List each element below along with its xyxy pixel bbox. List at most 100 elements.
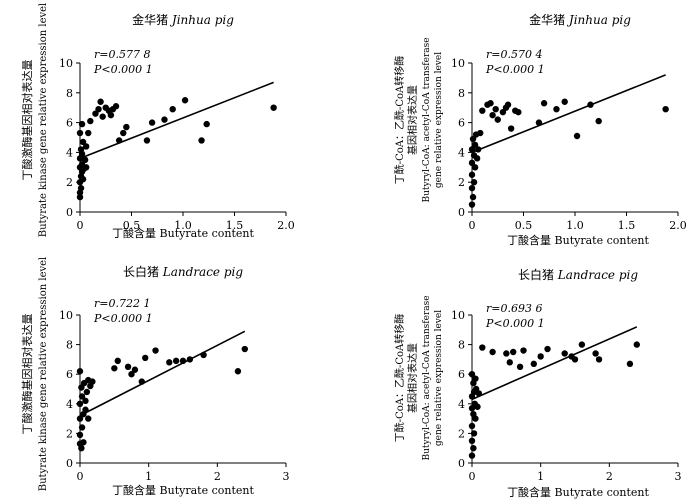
- x-tick-label: 0: [469, 219, 476, 232]
- data-point: [469, 193, 477, 201]
- y-tick-label: 8: [458, 87, 465, 100]
- data-point: [626, 360, 634, 368]
- data-point: [143, 137, 151, 144]
- data-point: [507, 125, 515, 132]
- x-tick-label: 0: [77, 470, 84, 483]
- y-axis-label-jinhua-bk-line2: Butyrate kinase gene relative expression…: [38, 3, 49, 238]
- r-value-landrace-bc: r=0.693 6: [486, 302, 542, 315]
- data-point: [530, 360, 537, 368]
- y-tick-label: 8: [66, 87, 73, 100]
- y-axis-label-landrace-bc-line4: gene relative expression level: [434, 310, 444, 446]
- y-tick-label: 10: [451, 57, 465, 70]
- regression-line: [79, 81, 274, 160]
- x-tick-label: 3: [675, 470, 682, 483]
- data-point: [152, 347, 159, 354]
- data-point: [76, 415, 84, 422]
- y-axis-label-jinhua-bc-line2: 基因相对表达量: [406, 85, 419, 155]
- data-point: [97, 98, 104, 105]
- panel-landrace-butyryl-coa: 长白猪 Landrace pig r=0.693 6 P<0.000 1 丁酸含…: [393, 267, 682, 499]
- x-tick-label: 0.5: [515, 219, 533, 232]
- y-tick-label: 10: [59, 309, 73, 322]
- x-tick-label: 2.0: [669, 219, 687, 232]
- y-tick-label: 2: [66, 176, 73, 189]
- x-axis-label-jinhua-bk: 丁酸含量 Butyrate content: [112, 226, 254, 240]
- data-point: [499, 108, 507, 116]
- data-point: [471, 164, 479, 171]
- data-point: [633, 341, 640, 348]
- data-point: [82, 406, 89, 413]
- y-tick-label: 0: [458, 206, 465, 219]
- data-point: [85, 415, 92, 422]
- data-point: [76, 129, 84, 137]
- data-point: [107, 111, 115, 119]
- data-point: [79, 176, 87, 183]
- data-point: [186, 356, 194, 363]
- data-point: [92, 110, 99, 117]
- data-point: [470, 430, 478, 437]
- panel-title-jinhua-bc: 金华猪 Jinhua pig: [529, 12, 631, 27]
- data-point: [475, 390, 483, 397]
- x-tick-label: 1.0: [566, 219, 584, 232]
- data-point: [169, 105, 176, 113]
- x-tick-label: 0: [469, 470, 476, 483]
- y-tick-label: 0: [66, 206, 73, 219]
- data-point: [77, 184, 85, 192]
- data-point: [470, 179, 478, 186]
- data-point: [78, 445, 85, 452]
- data-point: [537, 353, 544, 360]
- data-point: [78, 120, 86, 128]
- data-point: [468, 437, 476, 444]
- plot-area-landrace-bc: 0 2 4 6 8 10 0 1 2 3: [451, 309, 682, 483]
- data-point: [131, 366, 139, 373]
- x-tick-label: 2: [214, 470, 221, 483]
- data-point: [468, 422, 476, 430]
- data-point: [78, 424, 86, 431]
- data-point: [592, 350, 599, 357]
- r-value-jinhua-bc: r=0.570 4: [486, 48, 542, 61]
- plot-area-jinhua-bk: 0 2 4 6 8 10 0 0.5 1.0 1.5 2.0: [59, 57, 295, 232]
- data-point: [494, 116, 501, 123]
- data-point: [471, 141, 479, 149]
- data-point: [87, 117, 94, 125]
- data-point: [79, 138, 87, 146]
- x-tick-label: 0.5: [123, 219, 141, 232]
- panel-landrace-butyrate-kinase: 长白猪 Landrace pig r=0.722 1 P<0.000 1 丁酸含…: [20, 257, 290, 497]
- data-point: [544, 345, 551, 353]
- y-axis-label-landrace-bk-line2: Butyrate kinase gene relative expression…: [38, 257, 49, 492]
- p-value-landrace-bc: P<0.000 1: [485, 317, 545, 330]
- data-point: [234, 368, 242, 375]
- data-point: [473, 155, 481, 162]
- data-point: [78, 393, 86, 400]
- data-point: [115, 137, 123, 144]
- data-point: [504, 101, 512, 108]
- data-point: [479, 107, 486, 114]
- regression-line: [79, 330, 246, 417]
- data-point: [82, 397, 89, 405]
- data-point: [571, 356, 579, 363]
- data-point: [82, 164, 90, 171]
- data-point: [77, 146, 85, 153]
- y-tick-label: 0: [66, 457, 73, 470]
- y-tick-label: 10: [451, 309, 465, 322]
- data-point: [510, 348, 517, 356]
- data-point: [80, 439, 87, 446]
- data-point: [468, 201, 476, 208]
- data-point: [203, 120, 210, 128]
- x-tick-label: 1.5: [618, 219, 636, 232]
- data-point: [181, 97, 189, 104]
- data-point: [470, 410, 477, 418]
- data-point: [489, 111, 496, 119]
- data-point: [83, 388, 91, 396]
- data-point: [474, 146, 482, 153]
- data-point: [468, 159, 476, 167]
- y-axis-label-jinhua-bk-line1: 丁酸激酶基因相对表达量: [20, 60, 34, 181]
- y-tick-label: 2: [458, 176, 465, 189]
- y-tick-label: 2: [458, 427, 465, 440]
- data-point: [595, 356, 603, 363]
- data-point: [120, 129, 127, 137]
- data-point: [561, 350, 568, 357]
- data-point: [468, 452, 476, 459]
- data-point: [128, 371, 135, 378]
- data-point: [489, 348, 496, 356]
- data-point: [89, 378, 96, 385]
